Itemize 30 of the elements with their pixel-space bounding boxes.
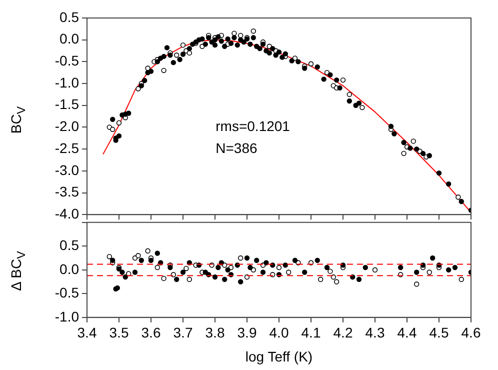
x-tick-label: 4.3	[365, 324, 385, 341]
x-tick-label: 3.9	[237, 324, 257, 341]
y-tick-label: -3.5	[54, 184, 80, 200]
y-tick-label: -3.0	[54, 162, 80, 178]
x-tick-label: 4.0	[269, 324, 289, 341]
y-tick-label: -1.5	[54, 96, 80, 112]
y-tick-label: -2.5	[54, 140, 80, 156]
y-tick-label: -4.0	[54, 205, 80, 222]
x-tick-label: 3.4	[77, 324, 97, 341]
x-tick-label: 3.5	[109, 324, 129, 341]
y-tick-label: 0.0	[60, 260, 80, 277]
x-tick-label: 3.7	[173, 324, 193, 341]
y-tick-label: -1.0	[54, 74, 80, 90]
y-tick-label: -0.5	[54, 52, 80, 69]
y-tick-label: 0.0	[60, 30, 80, 47]
y-tick-label: -2.0	[54, 118, 80, 134]
y-tick-label: -0.5	[54, 284, 80, 301]
x-axis-title: log Teff (K)	[245, 348, 313, 364]
x-tick-label: 4.4	[397, 324, 417, 341]
x-tick-label: 3.6	[141, 324, 161, 341]
y-tick-label: 0.5	[60, 8, 80, 25]
annotation: rms=0.1201	[216, 118, 290, 134]
x-tick-label: 4.6	[461, 324, 481, 341]
x-tick-label: 4.1	[301, 324, 321, 341]
y-tick-label: -1.0	[54, 308, 80, 324]
y-tick-label: 0.5	[60, 237, 80, 254]
x-tick-label: 3.8	[205, 324, 225, 341]
x-tick-label: 4.2	[333, 324, 353, 341]
annotation: N=386	[216, 140, 258, 156]
x-tick-label: 4.5	[429, 324, 449, 341]
